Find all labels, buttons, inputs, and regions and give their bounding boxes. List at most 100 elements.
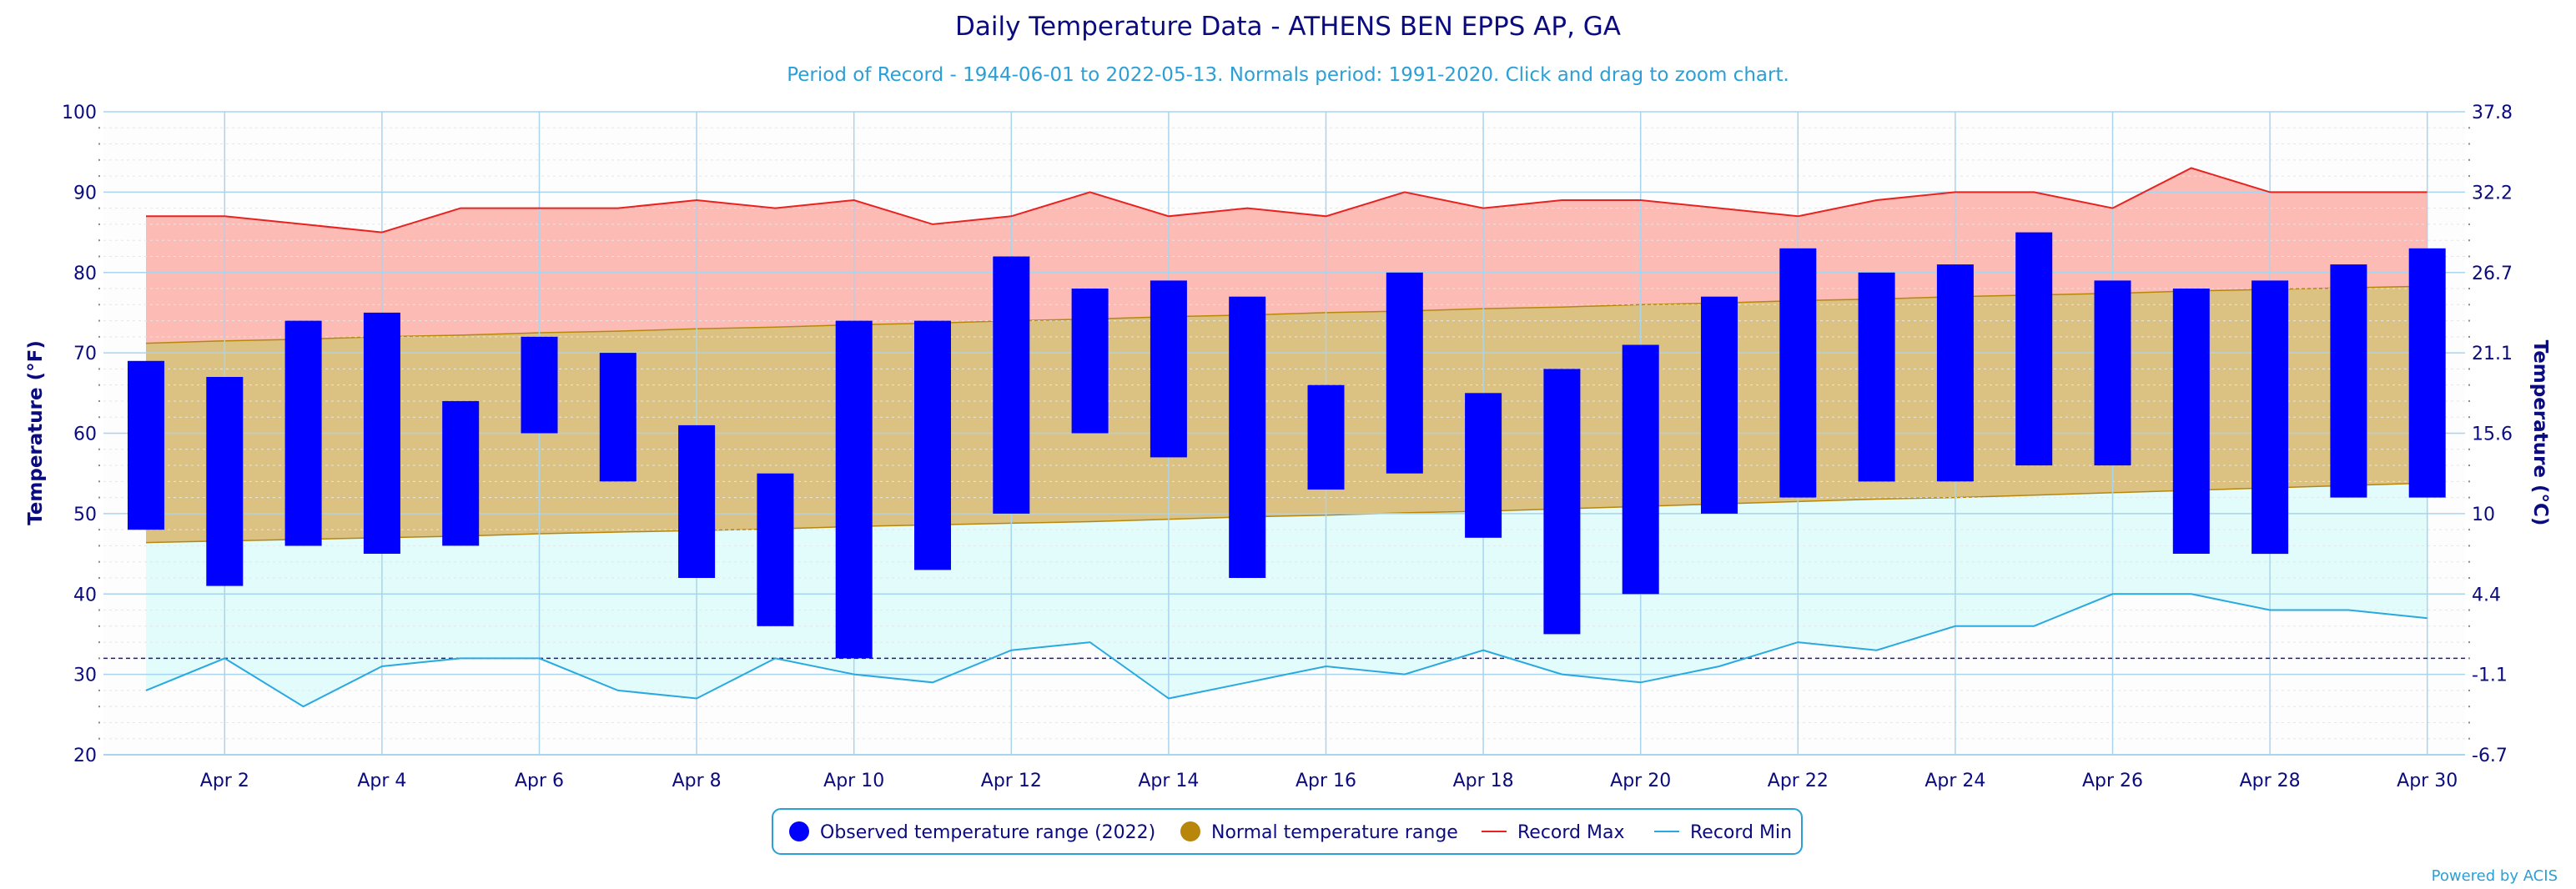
y-minor-tick-right <box>2468 416 2470 419</box>
legend-observed-label[interactable]: Observed temperature range (2022) <box>820 822 1155 843</box>
y-minor-tick-right <box>2468 304 2470 306</box>
y-minor-tick-left <box>98 158 100 161</box>
y-tick-label-right: 4.4 <box>2472 585 2501 605</box>
observed-bar[interactable] <box>1622 344 1659 595</box>
y-minor-tick-left <box>98 529 100 531</box>
y-tick-label-left: 100 <box>62 103 97 123</box>
observed-bar[interactable] <box>1386 272 1423 474</box>
observed-bar[interactable] <box>835 320 873 659</box>
record-max-line <box>146 167 2428 234</box>
y-minor-tick-left <box>98 304 100 306</box>
x-tick-label: Apr 8 <box>672 771 722 791</box>
y-minor-tick-right <box>2468 576 2470 579</box>
observed-bar[interactable] <box>2251 280 2289 555</box>
legend[interactable]: Observed temperature range (2022) Normal… <box>772 808 1803 855</box>
observed-bar[interactable] <box>1779 248 1817 498</box>
y-minor-tick-left <box>98 255 100 258</box>
y-minor-tick-right <box>2468 399 2470 402</box>
observed-bar[interactable] <box>599 353 636 482</box>
y-minor-tick-left <box>98 399 100 402</box>
observed-bar[interactable] <box>1307 384 1345 490</box>
y-minor-tick-left <box>98 288 100 290</box>
y-minor-tick-right <box>2468 319 2470 322</box>
observed-bar[interactable] <box>521 336 558 434</box>
x-tick-label: Apr 16 <box>1296 771 1356 791</box>
observed-bar[interactable] <box>1936 264 1974 482</box>
normal-range-band <box>146 286 2428 543</box>
credit-link[interactable]: Powered by ACIS <box>2432 867 2558 885</box>
y-axis-title-right: Temperature (°C) <box>2529 340 2551 526</box>
observed-bar[interactable] <box>1858 272 1895 482</box>
observed-bar[interactable] <box>2094 280 2131 466</box>
observed-bar[interactable] <box>757 473 794 626</box>
y-tick-label-right: -6.7 <box>2472 746 2508 766</box>
legend-record-min-label[interactable]: Record Min <box>1690 822 1792 843</box>
band-areas <box>145 168 2428 707</box>
y-minor-tick-left <box>98 223 100 225</box>
observed-bar[interactable] <box>128 360 164 530</box>
y-tick-label-right: 37.8 <box>2472 103 2513 123</box>
legend-normal-label[interactable]: Normal temperature range <box>1211 822 1458 843</box>
observed-bar[interactable] <box>1465 393 1502 538</box>
observed-bar[interactable] <box>442 400 480 546</box>
y-minor-tick-right <box>2468 529 2470 531</box>
observed-bar[interactable] <box>2408 248 2446 498</box>
x-tick-label: Apr 6 <box>515 771 564 791</box>
y-minor-tick-left <box>98 175 100 178</box>
y-tick-label-left: 50 <box>73 505 97 525</box>
observed-bar[interactable] <box>1543 369 1581 635</box>
legend-normal-marker[interactable] <box>1180 821 1200 841</box>
record-high-band <box>146 168 2428 344</box>
y-minor-tick-left <box>98 416 100 419</box>
y-minor-tick-left <box>98 706 100 708</box>
y-minor-tick-right <box>2468 175 2470 178</box>
y-minor-tick-right <box>2468 641 2470 644</box>
y-minor-tick-right <box>2468 737 2470 740</box>
x-tick-label: Apr 20 <box>1610 771 1671 791</box>
observed-bar[interactable] <box>206 377 244 586</box>
observed-bar[interactable] <box>678 424 716 578</box>
observed-bar[interactable] <box>363 312 400 554</box>
observed-bar[interactable] <box>1150 280 1187 458</box>
observed-bars[interactable] <box>128 232 2446 659</box>
y-minor-tick-right <box>2468 721 2470 724</box>
observed-bar[interactable] <box>1701 296 1738 514</box>
observed-bar[interactable] <box>1229 296 1266 578</box>
y-minor-tick-left <box>98 319 100 322</box>
x-tick-label: Apr 24 <box>1924 771 1985 791</box>
grid-lines <box>103 111 2465 756</box>
observed-bar[interactable] <box>284 320 322 546</box>
chart-title: Daily Temperature Data - ATHENS BEN EPPS… <box>955 12 1621 42</box>
y-minor-tick-left <box>98 545 100 547</box>
y-minor-tick-right <box>2468 448 2470 450</box>
observed-bar[interactable] <box>2015 232 2053 466</box>
legend-observed-marker[interactable] <box>789 821 809 841</box>
y-minor-tick-right <box>2468 545 2470 547</box>
y-minor-tick-left <box>98 335 100 338</box>
y-minor-tick-right <box>2468 127 2470 129</box>
x-tick-label: Apr 2 <box>200 771 249 791</box>
observed-bar[interactable] <box>914 320 951 570</box>
x-tick-label: Apr 10 <box>823 771 884 791</box>
record-lines <box>145 167 2428 708</box>
y-minor-tick-left <box>98 689 100 691</box>
legend-record-max-label[interactable]: Record Max <box>1517 822 1625 843</box>
x-tick-label: Apr 22 <box>1768 771 1829 791</box>
y-minor-tick-right <box>2468 158 2470 161</box>
x-tick-label: Apr 14 <box>1138 771 1199 791</box>
y-minor-tick-left <box>98 480 100 483</box>
observed-bar[interactable] <box>2330 264 2367 498</box>
y-minor-tick-right <box>2468 560 2470 563</box>
y-tick-label-left: 80 <box>73 264 97 284</box>
y-minor-tick-left <box>98 143 100 145</box>
y-minor-tick-left <box>98 448 100 450</box>
observed-bar[interactable] <box>2172 289 2210 554</box>
y-minor-tick-left <box>98 384 100 386</box>
observed-bar[interactable] <box>993 256 1030 514</box>
y-minor-tick-left <box>98 641 100 644</box>
y-minor-tick-left <box>98 609 100 611</box>
y-tick-label-right: -1.1 <box>2472 665 2508 686</box>
observed-bar[interactable] <box>1071 289 1109 434</box>
y-minor-tick-right <box>2468 625 2470 627</box>
